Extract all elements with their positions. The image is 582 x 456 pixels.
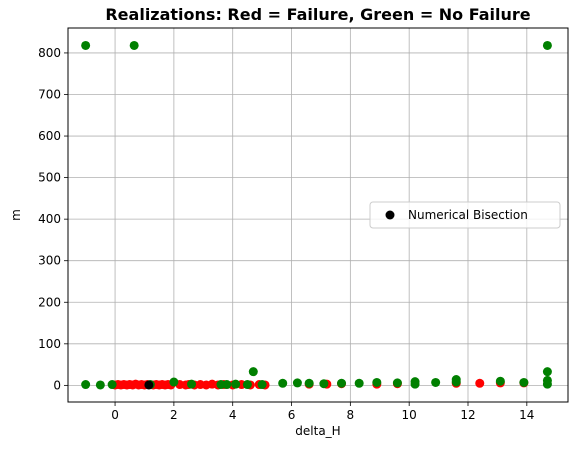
point-no-failure [278, 378, 288, 388]
x-axis-label: delta_H [295, 424, 340, 438]
point-no-failure [242, 380, 252, 390]
point-bisection [144, 380, 154, 390]
point-no-failure [354, 378, 364, 388]
x-tick-label: 2 [170, 408, 178, 422]
point-no-failure [169, 377, 179, 387]
x-tick-label: 8 [347, 408, 355, 422]
x-tick-label: 14 [519, 408, 534, 422]
point-no-failure [257, 380, 267, 390]
point-no-failure [304, 378, 314, 388]
point-no-failure [519, 377, 529, 387]
point-no-failure [222, 380, 232, 390]
point-no-failure [248, 367, 258, 377]
point-no-failure [187, 379, 197, 389]
y-tick-label: 500 [38, 171, 61, 185]
point-no-failure [129, 40, 139, 50]
data-points [81, 40, 552, 390]
x-tick-label: 10 [402, 408, 417, 422]
point-no-failure [410, 379, 420, 389]
x-tick-label: 6 [288, 408, 296, 422]
point-no-failure [95, 380, 105, 390]
y-tick-label: 0 [53, 378, 61, 392]
point-no-failure [542, 367, 552, 377]
legend-label-numerical-bisection: Numerical Bisection [408, 208, 528, 222]
legend: Numerical Bisection [369, 201, 561, 229]
point-no-failure [431, 377, 441, 387]
point-failure [475, 378, 485, 388]
y-tick-label: 600 [38, 129, 61, 143]
point-no-failure [495, 376, 505, 386]
point-no-failure [392, 378, 402, 388]
y-tick-label: 400 [38, 212, 61, 226]
point-no-failure [542, 379, 552, 389]
point-no-failure [319, 379, 329, 389]
point-no-failure [231, 379, 241, 389]
x-tick-label: 0 [111, 408, 119, 422]
point-no-failure [542, 40, 552, 50]
point-no-failure [372, 377, 382, 387]
legend-box [369, 201, 561, 229]
y-tick-label: 800 [38, 46, 61, 60]
y-tick-label: 300 [38, 254, 61, 268]
plot-frame [67, 27, 569, 403]
y-tick-label: 200 [38, 295, 61, 309]
point-no-failure [337, 378, 347, 388]
axis-ticks: 0 2 4 6 8 10 12 14 0 100 200 300 400 500 600 700 800 [38, 46, 534, 422]
x-tick-label: 4 [229, 408, 237, 422]
legend-marker-numerical-bisection [385, 210, 395, 220]
y-axis-label: m [9, 209, 23, 221]
chart-title: Realizations: Red = Failure, Green = No … [105, 5, 530, 24]
point-no-failure [292, 378, 302, 388]
y-tick-label: 700 [38, 87, 61, 101]
point-no-failure [81, 380, 91, 390]
point-no-failure [451, 377, 461, 387]
y-tick-label: 100 [38, 337, 61, 351]
point-no-failure [81, 40, 91, 50]
point-no-failure [107, 380, 117, 390]
x-tick-label: 12 [460, 408, 475, 422]
